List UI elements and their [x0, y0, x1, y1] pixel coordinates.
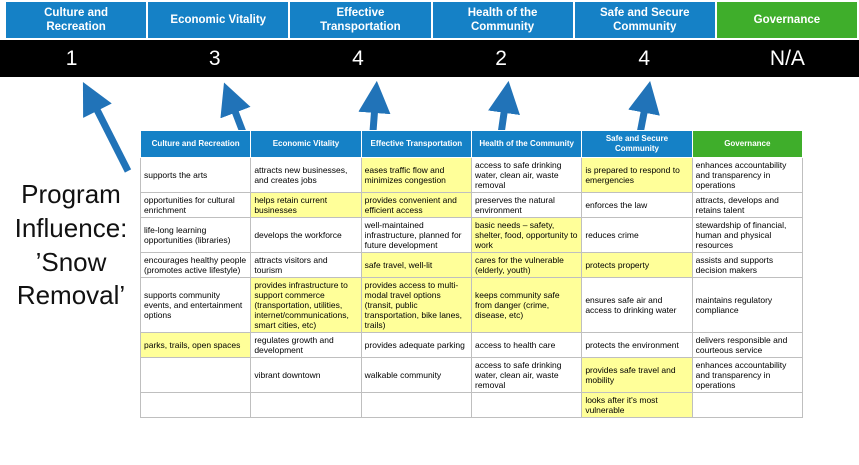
matrix-cell: reduces crime [581, 217, 693, 254]
matrix-cell: looks after it's most vulnerable [581, 392, 693, 419]
score-governance: N/A [769, 46, 805, 70]
table-row: supports community events, and entertain… [139, 277, 804, 334]
pillar-health-of-the-community: Health of the Community [432, 2, 573, 38]
matrix-cell: eases traffic flow and minimizes congest… [360, 156, 472, 194]
matrix-header-safe-and-secure-community: Safe and Secure Community [581, 130, 693, 158]
matrix-cell: provides adequate parking [360, 332, 472, 359]
matrix-header-economic-vitality: Economic Vitality [250, 130, 362, 158]
matrix-cell: is prepared to respond to emergencies [581, 156, 693, 194]
table-row: encourages healthy people (promotes acti… [139, 252, 804, 279]
matrix-cell: protects property [581, 252, 693, 279]
pillar-culture-and-recreation: Culture and Recreation [6, 2, 147, 38]
matrix-cell: supports community events, and entertain… [139, 277, 252, 334]
matrix-cell [139, 357, 252, 394]
pillar-governance: Governance [716, 2, 857, 38]
matrix-cell: supports the arts [139, 156, 252, 194]
matrix-cell: delivers responsible and courteous servi… [691, 332, 804, 359]
matrix-cell: parks, trails, open spaces [139, 332, 252, 359]
up-arrow-icon [82, 82, 132, 173]
pillar-effective-transportation: Effective Transportation [290, 2, 431, 38]
matrix-cell: assists and supports decision makers [691, 252, 804, 279]
matrix-cell: provides convenient and efficient access [360, 192, 472, 219]
pillar-header-row: Culture and Recreation Economic Vitality… [6, 2, 857, 38]
score-safe-and-secure-community: 4 [638, 46, 651, 70]
matrix-header-culture-and-recreation: Culture and Recreation [139, 130, 252, 158]
matrix-cell: attracts visitors and tourism [250, 252, 362, 279]
matrix-cell: life-long learning opportunities (librar… [139, 217, 252, 254]
program-influence-label: Program Influence: ’Snow Removal’ [14, 179, 128, 311]
matrix-cell [139, 392, 252, 419]
matrix-cell: develops the workforce [250, 217, 362, 254]
matrix-cell: access to safe drinking water, clean air… [470, 357, 583, 394]
matrix-cell: provides safe travel and mobility [581, 357, 693, 394]
matrix-cell: stewardship of financial, human and phys… [691, 217, 804, 254]
matrix-cell: access to safe drinking water, clean air… [470, 156, 583, 194]
matrix-cell: maintains regulatory compliance [691, 277, 804, 334]
matrix-cell: attracts new businesses, and creates job… [250, 156, 362, 194]
matrix-cell: protects the environment [581, 332, 693, 359]
score-culture-and-recreation: 1 [65, 46, 78, 70]
matrix-cell: encourages healthy people (promotes acti… [139, 252, 252, 279]
influence-matrix-table: Culture and Recreation Economic Vitality… [139, 130, 804, 419]
matrix-cell [691, 392, 804, 419]
table-row: supports the arts attracts new businesse… [139, 156, 804, 194]
table-row: looks after it's most vulnerable [139, 392, 804, 419]
score-health-of-the-community: 2 [495, 46, 507, 70]
matrix-cell [250, 392, 362, 419]
matrix-cell: preserves the natural environment [470, 192, 583, 219]
matrix-cell: helps retain current businesses [250, 192, 362, 219]
matrix-cell: enhances accountability and transparency… [691, 156, 804, 194]
matrix-header-health-of-the-community: Health of the Community [470, 130, 583, 158]
score-effective-transportation: 4 [352, 46, 364, 70]
pillar-economic-vitality: Economic Vitality [148, 2, 289, 38]
matrix-cell: access to health care [470, 332, 583, 359]
matrix-cell: provides infrastructure to support comme… [250, 277, 362, 334]
matrix-cell: keeps community safe from danger (crime,… [470, 277, 583, 334]
score-band: 1 3 4 2 4 N/A [0, 40, 859, 77]
matrix-cell: regulates growth and development [250, 332, 362, 359]
pillar-safe-and-secure-community: Safe and Secure Community [574, 2, 715, 38]
matrix-cell [360, 392, 472, 419]
matrix-cell: opportunities for cultural enrichment [139, 192, 252, 219]
matrix-header-governance: Governance [691, 130, 804, 158]
matrix-cell: provides access to multi-modal travel op… [360, 277, 472, 334]
matrix-cell: enhances accountability and transparency… [691, 357, 804, 394]
matrix-cell: enforces the law [581, 192, 693, 219]
matrix-cell: well-maintained infrastructure, planned … [360, 217, 472, 254]
table-row: parks, trails, open spaces regulates gro… [139, 332, 804, 359]
matrix-cell: safe travel, well-lit [360, 252, 472, 279]
matrix-cell: cares for the vulnerable (elderly, youth… [470, 252, 583, 279]
matrix-cell: ensures safe air and access to drinking … [581, 277, 693, 334]
matrix-cell: walkable community [360, 357, 472, 394]
matrix-cell: basic needs – safety, shelter, food, opp… [470, 217, 583, 254]
table-row: opportunities for cultural enrichment he… [139, 192, 804, 219]
matrix-cell: vibrant downtown [250, 357, 362, 394]
score-economic-vitality: 3 [208, 46, 221, 70]
table-row: life-long learning opportunities (librar… [139, 217, 804, 254]
matrix-cell [470, 392, 583, 419]
matrix-header-effective-transportation: Effective Transportation [360, 130, 472, 158]
matrix-cell: attracts, develops and retains talent [691, 192, 804, 219]
table-row: vibrant downtown walkable community acce… [139, 357, 804, 394]
matrix-header-row: Culture and Recreation Economic Vitality… [139, 130, 804, 158]
